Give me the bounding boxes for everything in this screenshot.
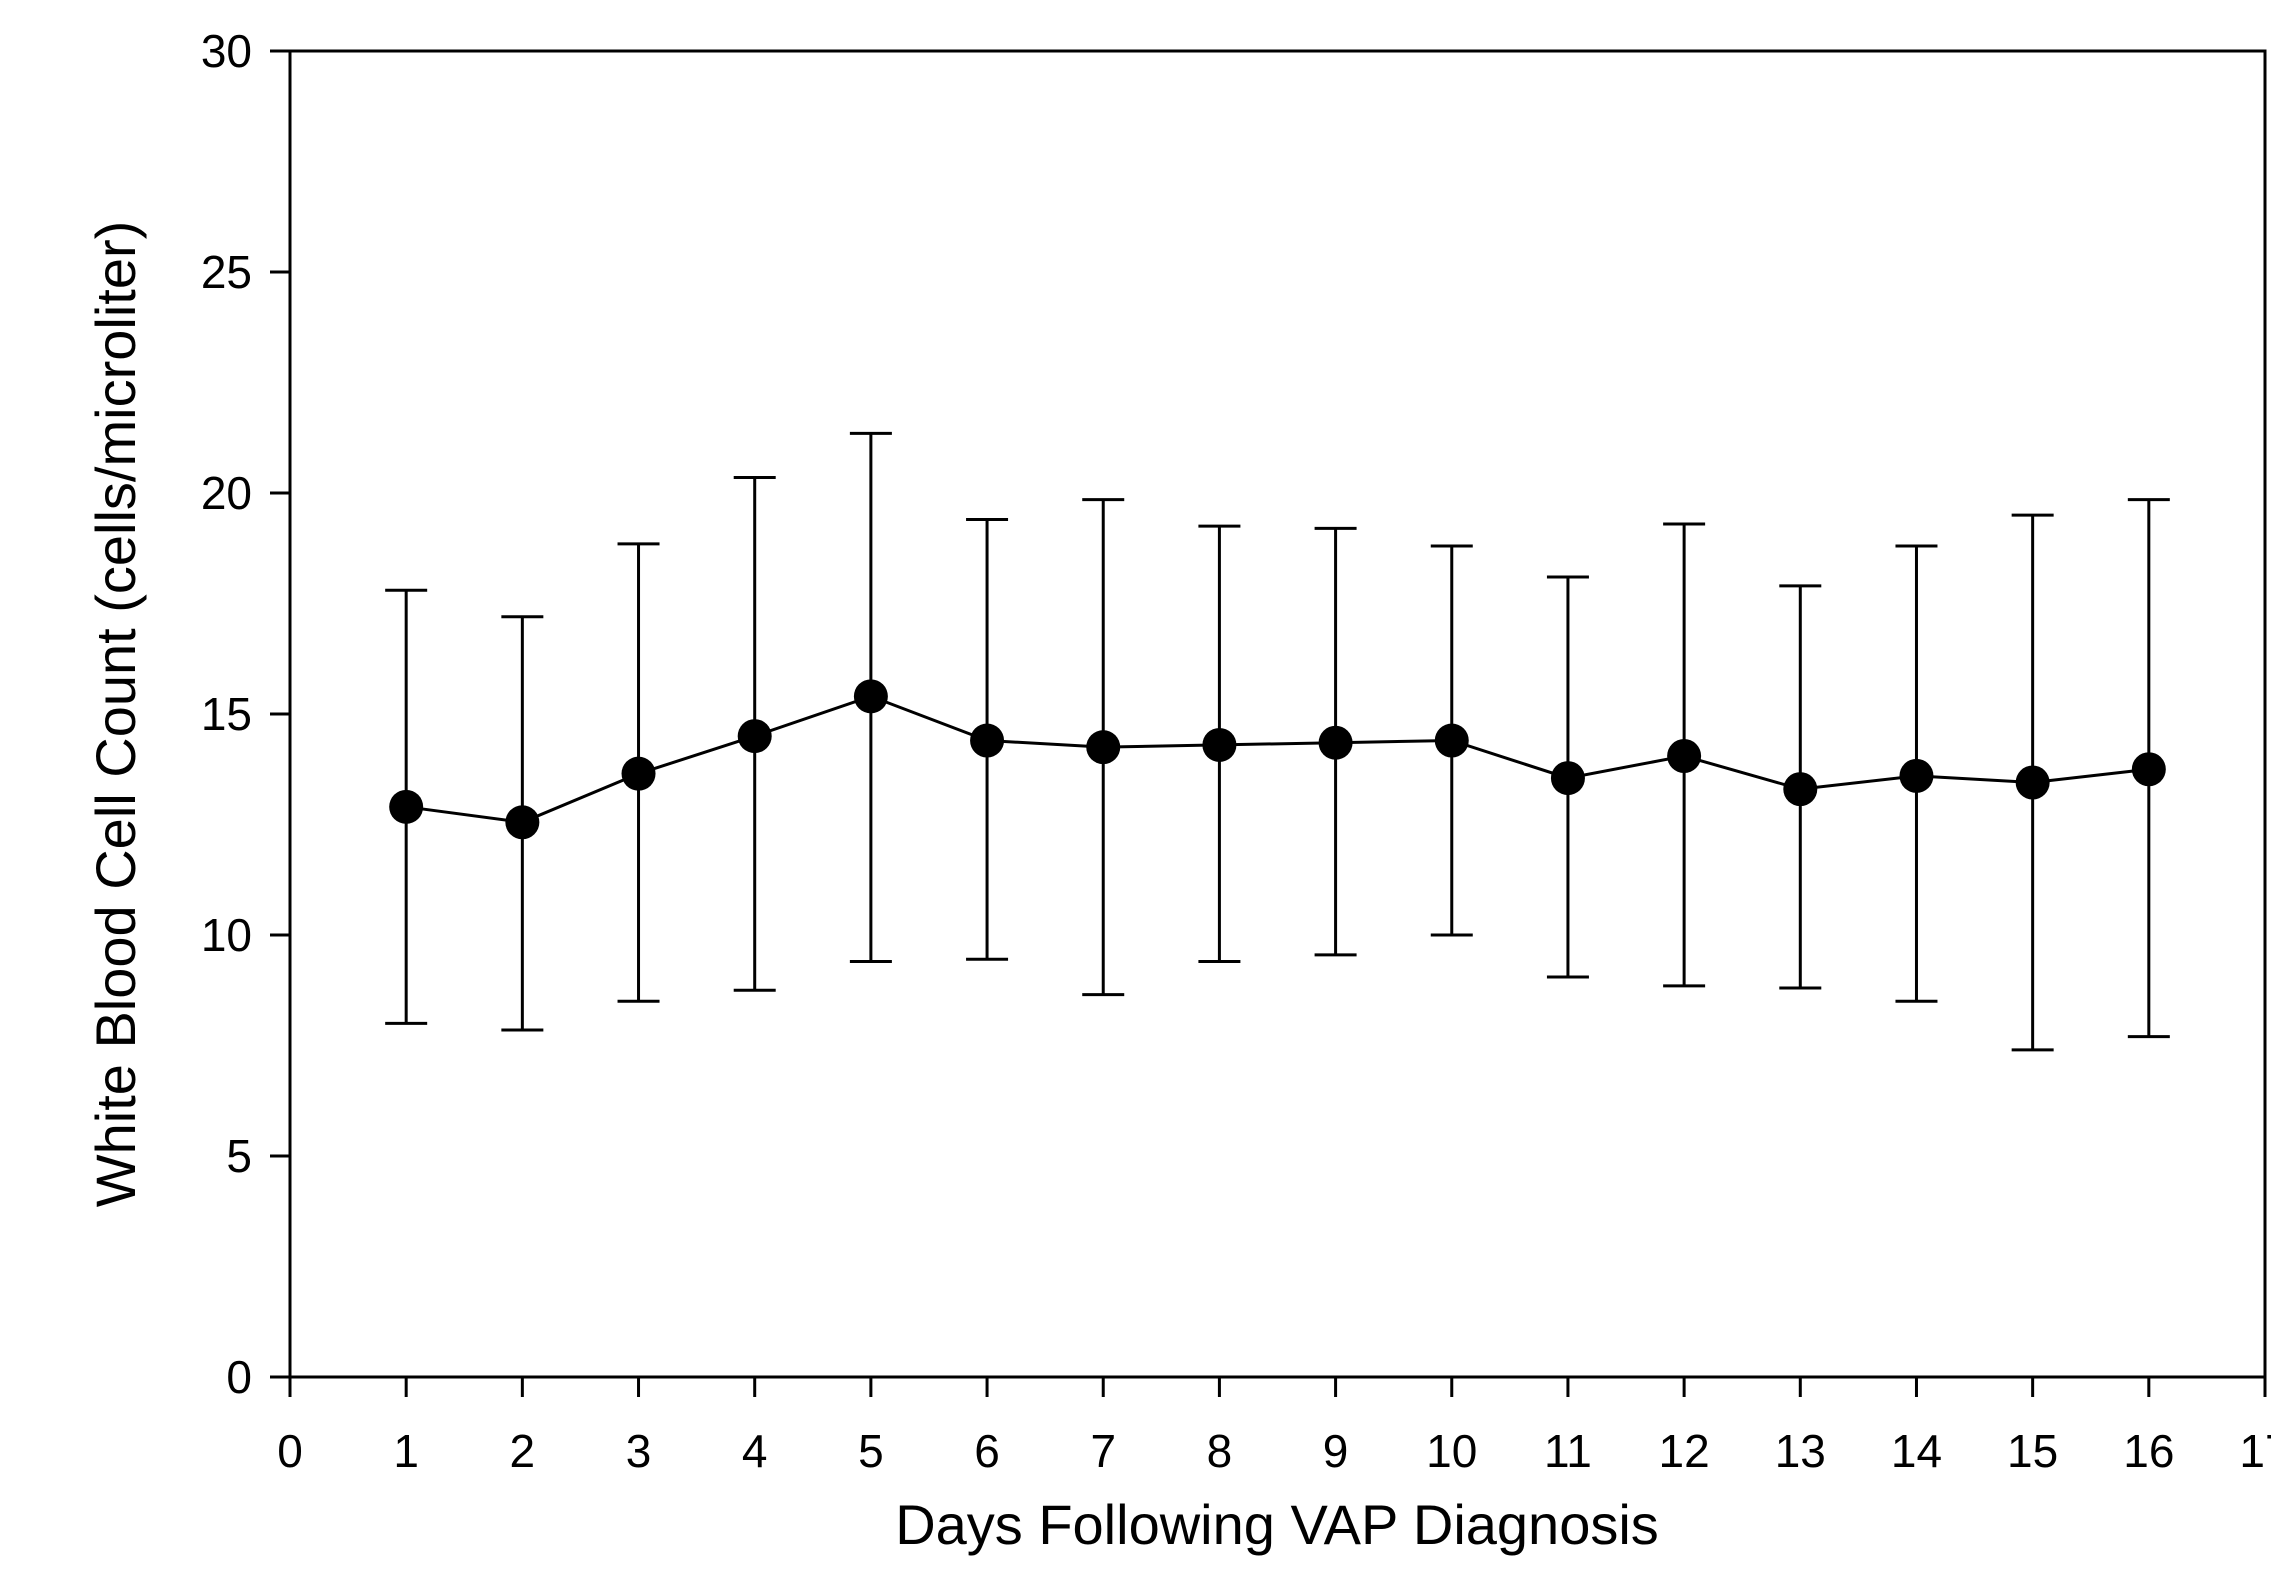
error-bars xyxy=(385,431,2170,1052)
y-tick-label: 20 xyxy=(201,467,252,519)
x-tick-label: 16 xyxy=(2123,1425,2174,1477)
x-tick-label: 10 xyxy=(1426,1425,1477,1477)
x-tick-label: 12 xyxy=(1659,1425,1710,1477)
x-tick-label: 14 xyxy=(1891,1425,1942,1477)
series-line xyxy=(406,694,2149,824)
x-axis: 01234567891011121314151617 xyxy=(277,1377,2271,1477)
x-tick-label: 1 xyxy=(393,1425,419,1477)
x-tick-label: 0 xyxy=(277,1425,303,1477)
y-tick-label: 10 xyxy=(201,909,252,961)
data-point xyxy=(1667,738,1702,773)
x-tick-label: 9 xyxy=(1323,1425,1349,1477)
data-point xyxy=(1550,761,1585,796)
y-axis-title: White Blood Cell Count (cells/microliter… xyxy=(84,221,147,1208)
x-tick-label: 11 xyxy=(1544,1425,1592,1477)
y-tick-label: 30 xyxy=(201,25,252,77)
data-points xyxy=(389,679,2166,840)
data-point xyxy=(1434,723,1469,758)
y-tick-label: 0 xyxy=(226,1351,252,1403)
x-tick-label: 7 xyxy=(1090,1425,1116,1477)
data-point xyxy=(1318,725,1353,760)
plot-frame xyxy=(288,49,2267,1379)
data-point xyxy=(389,789,424,824)
x-tick-label: 17 xyxy=(2239,1425,2271,1477)
x-tick-label: 8 xyxy=(1207,1425,1233,1477)
x-tick-label: 5 xyxy=(858,1425,884,1477)
x-axis-title: Days Following VAP Diagnosis xyxy=(895,1493,1659,1556)
y-tick-label: 5 xyxy=(226,1130,252,1182)
x-tick-label: 13 xyxy=(1775,1425,1826,1477)
data-point xyxy=(2131,752,2166,787)
data-point xyxy=(1899,758,1934,793)
data-point xyxy=(1202,727,1237,762)
data-point xyxy=(853,679,888,714)
y-axis: 0 5 10 15 20 25 30 xyxy=(201,25,290,1403)
data-point xyxy=(505,805,540,840)
y-tick-label: 15 xyxy=(201,688,252,740)
x-tick-label: 3 xyxy=(626,1425,652,1477)
data-point xyxy=(970,723,1005,758)
x-tick-label: 2 xyxy=(510,1425,536,1477)
data-point xyxy=(621,756,656,791)
y-tick-label: 25 xyxy=(201,246,252,298)
x-tick-label: 4 xyxy=(742,1425,768,1477)
data-point xyxy=(2015,765,2050,800)
x-tick-label: 15 xyxy=(2007,1425,2058,1477)
data-point xyxy=(737,719,772,754)
x-tick-label: 6 xyxy=(974,1425,1000,1477)
data-point xyxy=(1783,772,1818,807)
data-point xyxy=(1086,730,1121,765)
